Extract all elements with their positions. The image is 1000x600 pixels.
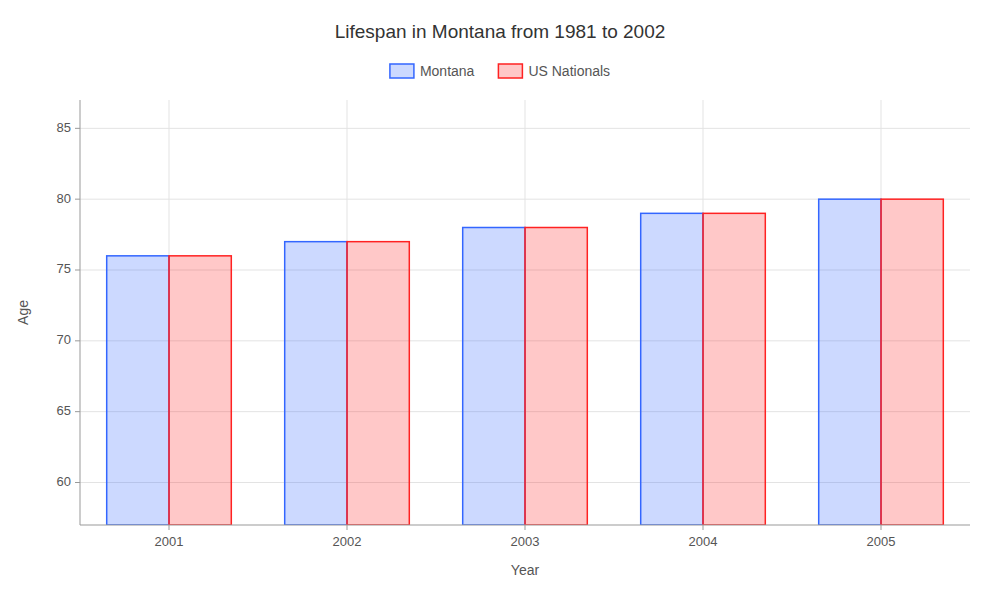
y-tick-label: 85 bbox=[57, 120, 71, 135]
y-tick bbox=[75, 411, 80, 412]
bar bbox=[703, 213, 765, 525]
grid bbox=[80, 100, 970, 525]
y-tick bbox=[75, 128, 80, 129]
x-tick bbox=[881, 525, 882, 530]
bar bbox=[641, 213, 703, 525]
chart-svg: 60 65 70 75 80 85 2001 2002 2003 2004 2005 Year Age L… bbox=[0, 0, 1000, 600]
legend-item: Montana bbox=[390, 63, 475, 79]
x-tick-label: 2005 bbox=[867, 534, 896, 549]
y-tick-label: 70 bbox=[57, 332, 71, 347]
y-tick bbox=[75, 340, 80, 341]
x-tick bbox=[169, 525, 170, 530]
x-tick-label: 2001 bbox=[155, 534, 184, 549]
x-tick bbox=[347, 525, 348, 530]
legend-label: Montana bbox=[420, 63, 475, 79]
bar bbox=[107, 256, 169, 525]
legend-label: US Nationals bbox=[528, 63, 610, 79]
bar bbox=[285, 242, 347, 525]
axes: 60 65 70 75 80 85 2001 2002 2003 2004 2005 bbox=[57, 100, 970, 549]
bar bbox=[347, 242, 409, 525]
y-tick-label: 80 bbox=[57, 191, 71, 206]
y-tick-label: 60 bbox=[57, 474, 71, 489]
bar bbox=[169, 256, 231, 525]
legend-item: US Nationals bbox=[498, 63, 610, 79]
legend: Montana US Nationals bbox=[390, 63, 610, 79]
y-axis-label: Age bbox=[15, 300, 31, 325]
y-tick-label: 65 bbox=[57, 403, 71, 418]
chart-container: 60 65 70 75 80 85 2001 2002 2003 2004 2005 Year Age L… bbox=[0, 0, 1000, 600]
x-tick bbox=[525, 525, 526, 530]
title: Lifespan in Montana from 1981 to 2002 bbox=[335, 21, 666, 42]
x-tick-label: 2002 bbox=[333, 534, 362, 549]
x-tick bbox=[703, 525, 704, 530]
bar bbox=[881, 199, 943, 525]
bar bbox=[463, 228, 525, 526]
y-axis-line bbox=[80, 100, 81, 525]
y-tick-label: 75 bbox=[57, 261, 71, 276]
y-tick bbox=[75, 270, 80, 271]
bar bbox=[819, 199, 881, 525]
bar bbox=[525, 228, 587, 526]
legend-swatch bbox=[390, 64, 414, 78]
y-tick bbox=[75, 482, 80, 483]
legend-swatch bbox=[498, 64, 522, 78]
x-tick-label: 2004 bbox=[689, 534, 718, 549]
y-tick bbox=[75, 199, 80, 200]
x-tick-label: 2003 bbox=[511, 534, 540, 549]
x-axis-label: Year bbox=[511, 562, 540, 578]
bars bbox=[107, 199, 944, 525]
